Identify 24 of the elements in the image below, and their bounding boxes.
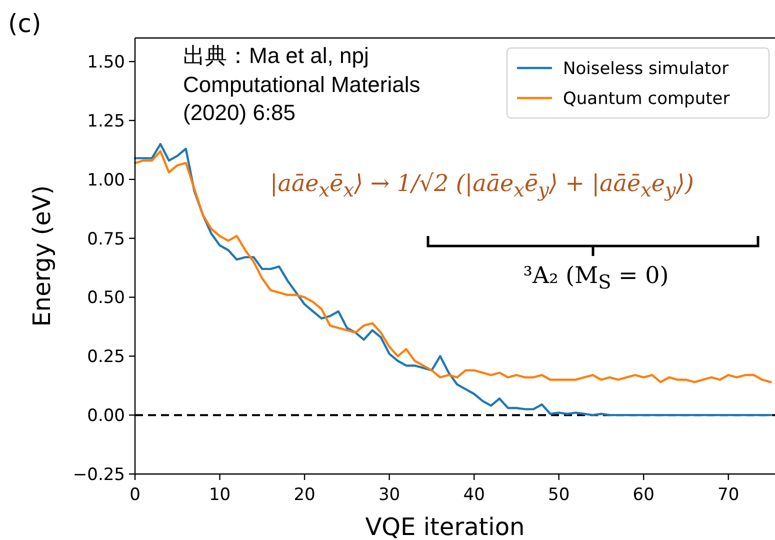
y-tick-label: −0.25 xyxy=(72,465,125,485)
x-tick-label: 70 xyxy=(718,485,740,505)
annotation: |aāe$_{x}$ē$_{x}$⟩ → 1/√2 (|aāe$_{x}$ē$_{y}$⟩ + |aāē$_{x}$e$_{y}$⟩) xyxy=(270,170,694,204)
annotation: (c) xyxy=(8,8,42,40)
x-tick-label: 20 xyxy=(294,485,316,505)
y-tick-label: 1.25 xyxy=(87,111,125,132)
legend-label: Noiseless simulator xyxy=(563,59,729,79)
x-tick-label: 30 xyxy=(378,485,400,505)
y-tick-label: 0.50 xyxy=(87,288,125,308)
annotation: ³A₂ (M$_{S}$ = 0) xyxy=(522,262,670,296)
x-tick-label: 10 xyxy=(208,485,231,505)
x-tick-label: 40 xyxy=(463,485,485,505)
x-axis-title: VQE iteration xyxy=(365,513,525,540)
x-tick-label: 60 xyxy=(632,485,654,505)
x-tick-label: 0 xyxy=(130,485,140,505)
y-tick-label: 1.50 xyxy=(87,52,125,73)
y-tick-label: 0.00 xyxy=(87,406,125,426)
x-tick-label: 50 xyxy=(548,485,570,505)
annotation: 出典：Ma et al, npj Computational Materials (2020) 6:85 xyxy=(183,42,422,128)
y-axis-title: Energy (eV) xyxy=(28,185,56,327)
y-tick-label: 1.00 xyxy=(87,170,125,190)
legend-label: Quantum computer xyxy=(563,89,730,109)
y-tick-label: 0.25 xyxy=(87,347,125,368)
y-tick-label: 0.75 xyxy=(87,229,125,250)
